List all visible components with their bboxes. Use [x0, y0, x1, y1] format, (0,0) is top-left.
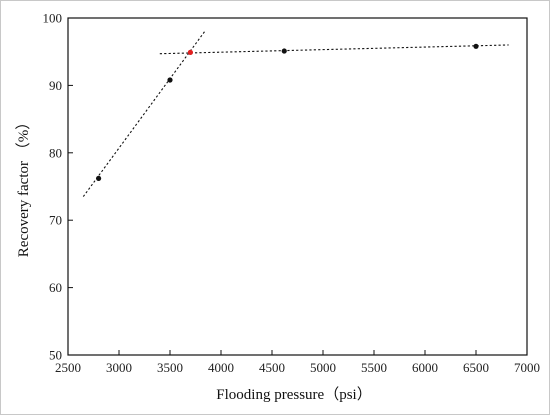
x-tick-label: 6000 [412, 360, 438, 375]
data-point [281, 48, 287, 54]
x-tick-label: 3500 [157, 360, 183, 375]
data-point [187, 49, 193, 55]
x-tick-label: 2500 [55, 360, 81, 375]
y-axis-title: Recovery factor （%） [15, 115, 32, 257]
y-tick-label: 100 [43, 11, 63, 26]
x-tick-label: 3000 [106, 360, 132, 375]
x-axis-title: Flooding pressure（psi） [216, 386, 371, 403]
data-point [473, 43, 479, 49]
x-tick-label: 7000 [514, 360, 540, 375]
x-tick-label: 4000 [208, 360, 234, 375]
x-tick-label: 5500 [361, 360, 387, 375]
y-tick-label: 80 [49, 145, 62, 160]
x-tick-label: 6500 [463, 360, 489, 375]
x-tick-label: 4500 [259, 360, 285, 375]
data-point [96, 175, 102, 182]
x-tick-label: 5000 [310, 360, 336, 375]
y-tick-label: 50 [49, 348, 62, 363]
trend-line-1 [82, 31, 206, 197]
y-tick-label: 90 [49, 78, 62, 93]
trend-line-2 [159, 44, 509, 55]
data-points [96, 43, 479, 182]
data-point [167, 77, 173, 83]
ticks: 2500 3000 3500 4000 4500 5000 5500 6000 6500 7000… [43, 11, 541, 376]
trend-lines [82, 31, 509, 197]
y-tick-label: 70 [49, 213, 62, 228]
y-tick-label: 60 [49, 280, 62, 295]
axes [67, 17, 528, 356]
plot-border [67, 17, 528, 356]
